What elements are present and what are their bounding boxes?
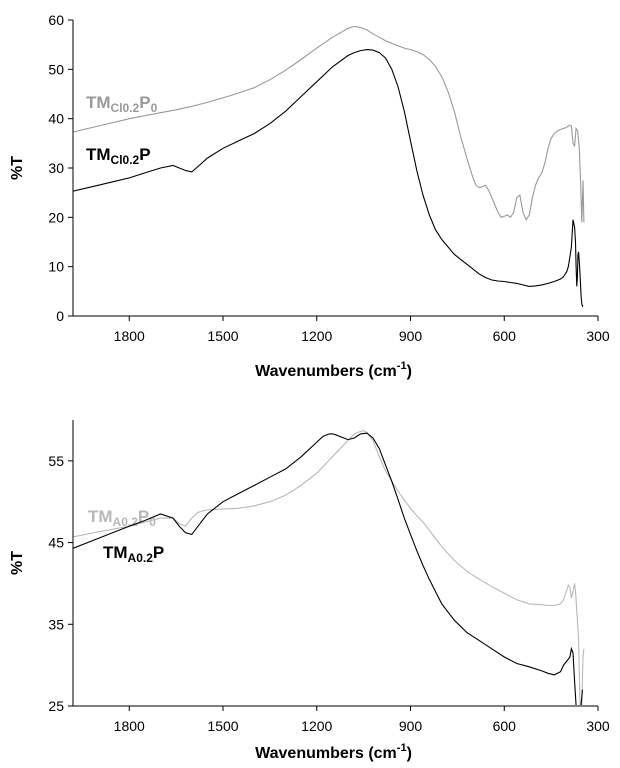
x-tick-label: 1500 xyxy=(207,718,238,734)
y-axis-title: %T xyxy=(9,551,26,575)
y-tick-label: 45 xyxy=(48,535,64,551)
y-tick-label: 35 xyxy=(48,616,64,632)
y-tick-label: 60 xyxy=(48,12,64,28)
y-tick-label: 55 xyxy=(48,453,64,469)
series-label-2: TMCl0.2P xyxy=(86,145,151,167)
series-label-1: TMA0.2P0 xyxy=(88,507,156,529)
x-axis-title: Wavenumbers (cm-1) xyxy=(255,360,412,380)
series-label-2: TMA0.2P xyxy=(103,543,164,565)
chart-2: 25 35 45 55 1800 1500 1200 900 600 300 Wavenumbers… xyxy=(9,420,610,762)
x-tick-label: 900 xyxy=(399,328,423,344)
series-line-1 xyxy=(73,25,585,223)
y-axis-title: %T xyxy=(9,156,26,180)
y-tick-label: 25 xyxy=(48,698,64,714)
x-tick-label: 900 xyxy=(399,718,423,734)
y-tick-label: 0 xyxy=(56,308,64,324)
y-tick-label: 30 xyxy=(48,160,64,176)
x-tick-label: 1500 xyxy=(207,328,238,344)
series-label-1: TMCl0.2P0 xyxy=(86,93,158,115)
series-line-2 xyxy=(73,49,584,308)
x-axis-title: Wavenumbers (cm-1) xyxy=(255,742,412,762)
y-tick-label: 40 xyxy=(48,111,64,127)
x-tick-label: 600 xyxy=(493,328,517,344)
x-tick-label: 1800 xyxy=(114,328,145,344)
x-tick-label: 300 xyxy=(586,328,610,344)
x-tick-label: 600 xyxy=(493,718,517,734)
y-tick-label: 50 xyxy=(48,61,64,77)
series-line-1 xyxy=(73,430,585,705)
series-line-2 xyxy=(73,432,583,705)
chart-1: 0 10 20 30 40 50 60 1800 1500 1200 900 600 300 Wavenu… xyxy=(9,12,610,380)
y-tick-label: 10 xyxy=(48,259,64,275)
x-tick-label: 1800 xyxy=(114,718,145,734)
x-tick-label: 300 xyxy=(586,718,610,734)
x-tick-label: 1200 xyxy=(301,328,332,344)
x-tick-label: 1200 xyxy=(301,718,332,734)
y-tick-label: 20 xyxy=(48,209,64,225)
